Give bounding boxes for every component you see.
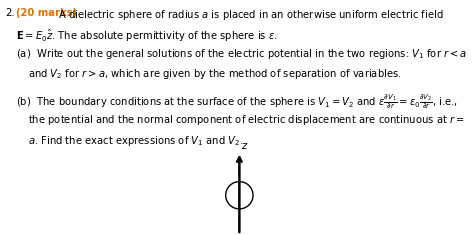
Text: the potential and the normal component of electric displacement are continuous a: the potential and the normal component o… [28,113,465,127]
Text: (a)  Write out the general solutions of the electric potential in the two region: (a) Write out the general solutions of t… [16,47,467,61]
Text: (b)  The boundary conditions at the surface of the sphere is $V_1 = V_2$ and $\v: (b) The boundary conditions at the surfa… [16,92,458,110]
Text: $a$. Find the exact expressions of $V_1$ and $V_2$.: $a$. Find the exact expressions of $V_1$… [28,134,243,149]
Text: (20 marks): (20 marks) [16,8,77,18]
Text: $\mathbf{E} = E_0\hat{z}$. The absolute permittivity of the sphere is $\varepsil: $\mathbf{E} = E_0\hat{z}$. The absolute … [16,27,278,44]
Text: A dielectric sphere of radius $a$ is placed in an otherwise uniform electric fie: A dielectric sphere of radius $a$ is pla… [58,8,444,22]
Text: and $V_2$ for $r > a$, which are given by the method of separation of variables.: and $V_2$ for $r > a$, which are given b… [28,67,401,81]
Text: $z$: $z$ [241,141,248,151]
Text: 2.: 2. [5,8,15,18]
